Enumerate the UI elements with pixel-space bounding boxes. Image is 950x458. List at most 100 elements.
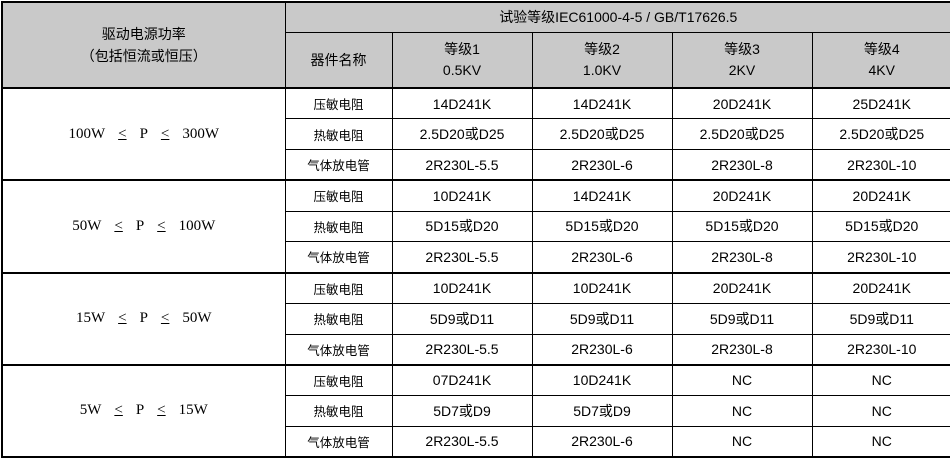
component-value-cell: 2.5D20或D25 (532, 119, 672, 150)
component-value-cell: NC (812, 426, 950, 457)
component-value-cell: 10D241K (392, 180, 532, 211)
power-range-cell: 50W<P<100W (2, 180, 285, 272)
component-name-cell: 压敏电阻 (285, 180, 392, 211)
component-value-cell: 5D7或D9 (532, 396, 672, 427)
component-value-cell: 2R230L-5.5 (392, 334, 532, 365)
component-value-cell: 20D241K (672, 88, 812, 119)
component-value-cell: 2R230L-6 (532, 334, 672, 365)
component-value-cell: NC (812, 396, 950, 427)
leq-symbol: < (118, 310, 126, 326)
component-value-cell: 14D241K (532, 180, 672, 211)
power-subtitle: （包括恒流或恒压） (3, 45, 285, 67)
component-value-cell: 2R230L-6 (532, 150, 672, 181)
level-4-header: 等级4 4KV (812, 32, 950, 88)
component-value-cell: 2R230L-8 (672, 150, 812, 181)
component-value-cell: 20D241K (672, 180, 812, 211)
component-value-cell: 14D241K (532, 88, 672, 119)
component-value-cell: 2R230L-6 (532, 426, 672, 457)
level-voltage: 1.0KV (533, 60, 672, 81)
component-value-cell: 5D15或D20 (532, 211, 672, 242)
component-value-cell: NC (672, 426, 812, 457)
power-range-cell: 15W < P <50W (2, 273, 285, 365)
component-value-cell: NC (672, 396, 812, 427)
power-token: 15W (76, 310, 105, 326)
power-token: 50W (182, 310, 211, 326)
component-value-cell: 10D241K (392, 273, 532, 304)
component-name-cell: 热敏电阻 (285, 119, 392, 150)
component-name-cell: 气体放电管 (285, 426, 392, 457)
component-name-cell: 压敏电阻 (285, 273, 392, 304)
component-value-cell: 25D241K (812, 88, 950, 119)
level-voltage: 4KV (813, 60, 950, 81)
power-token: P (140, 126, 148, 142)
leq-symbol: < (161, 126, 169, 142)
component-name-cell: 压敏电阻 (285, 365, 392, 396)
power-range-cell: 100W < P <300W (2, 88, 285, 180)
component-value-cell: 2R230L-10 (812, 150, 950, 181)
component-value-cell: 5D15或D20 (672, 211, 812, 242)
component-name-cell: 热敏电阻 (285, 303, 392, 334)
component-value-cell: 14D241K (392, 88, 532, 119)
level-name: 等级3 (673, 39, 812, 60)
component-value-cell: 2R230L-5.5 (392, 426, 532, 457)
leq-symbol: < (157, 402, 165, 418)
component-name-cell: 气体放电管 (285, 334, 392, 365)
level-name: 等级2 (533, 39, 672, 60)
power-token: 100W (179, 218, 216, 234)
level-voltage: 0.5KV (393, 60, 532, 81)
level-1-header: 等级1 0.5KV (392, 32, 532, 88)
component-value-cell: 2R230L-8 (672, 334, 812, 365)
power-token: 50W (72, 218, 101, 234)
power-token: 100W (68, 126, 105, 142)
component-value-cell: 20D241K (812, 180, 950, 211)
component-value-cell: 2R230L-10 (812, 334, 950, 365)
component-value-cell: 5D9或D11 (532, 303, 672, 334)
component-name-cell: 热敏电阻 (285, 211, 392, 242)
component-value-cell: 20D241K (672, 273, 812, 304)
component-value-cell: 5D9或D11 (392, 303, 532, 334)
component-value-cell: 2R230L-5.5 (392, 150, 532, 181)
power-title: 驱动电源功率 (3, 23, 285, 45)
component-name-cell: 热敏电阻 (285, 396, 392, 427)
leq-symbol: < (157, 218, 165, 234)
level-name: 等级4 (813, 39, 950, 60)
component-value-cell: 10D241K (532, 273, 672, 304)
level-voltage: 2KV (673, 60, 812, 81)
power-token: 300W (182, 126, 219, 142)
leq-symbol: < (118, 126, 126, 142)
component-value-cell: 2R230L-5.5 (392, 242, 532, 273)
component-value-cell: 5D9或D11 (812, 303, 950, 334)
component-value-cell: 20D241K (812, 273, 950, 304)
leq-symbol: < (161, 310, 169, 326)
component-value-cell: NC (672, 365, 812, 396)
component-value-cell: 10D241K (532, 365, 672, 396)
component-name-cell: 气体放电管 (285, 150, 392, 181)
header-row-1: 驱动电源功率 （包括恒流或恒压） 试验等级IEC61000-4-5 / GB/T… (2, 2, 950, 32)
power-token: P (136, 218, 144, 234)
component-column-header: 器件名称 (285, 32, 392, 88)
power-column-header: 驱动电源功率 （包括恒流或恒压） (2, 2, 285, 88)
component-value-cell: 5D15或D20 (812, 211, 950, 242)
component-value-cell: 5D7或D9 (392, 396, 532, 427)
level-name: 等级1 (393, 39, 532, 60)
leq-symbol: < (114, 402, 122, 418)
component-value-cell: 2R230L-8 (672, 242, 812, 273)
level-2-header: 等级2 1.0KV (532, 32, 672, 88)
power-token: 15W (179, 402, 208, 418)
power-token: P (136, 402, 144, 418)
component-value-cell: 2.5D20或D25 (392, 119, 532, 150)
component-value-cell: 07D241K (392, 365, 532, 396)
component-value-cell: 2.5D20或D25 (812, 119, 950, 150)
power-token: 5W (80, 402, 102, 418)
level-3-header: 等级3 2KV (672, 32, 812, 88)
component-name-cell: 压敏电阻 (285, 88, 392, 119)
component-name-cell: 气体放电管 (285, 242, 392, 273)
test-level-header: 试验等级IEC61000-4-5 / GB/T17626.5 (285, 2, 950, 32)
power-token: P (140, 310, 148, 326)
